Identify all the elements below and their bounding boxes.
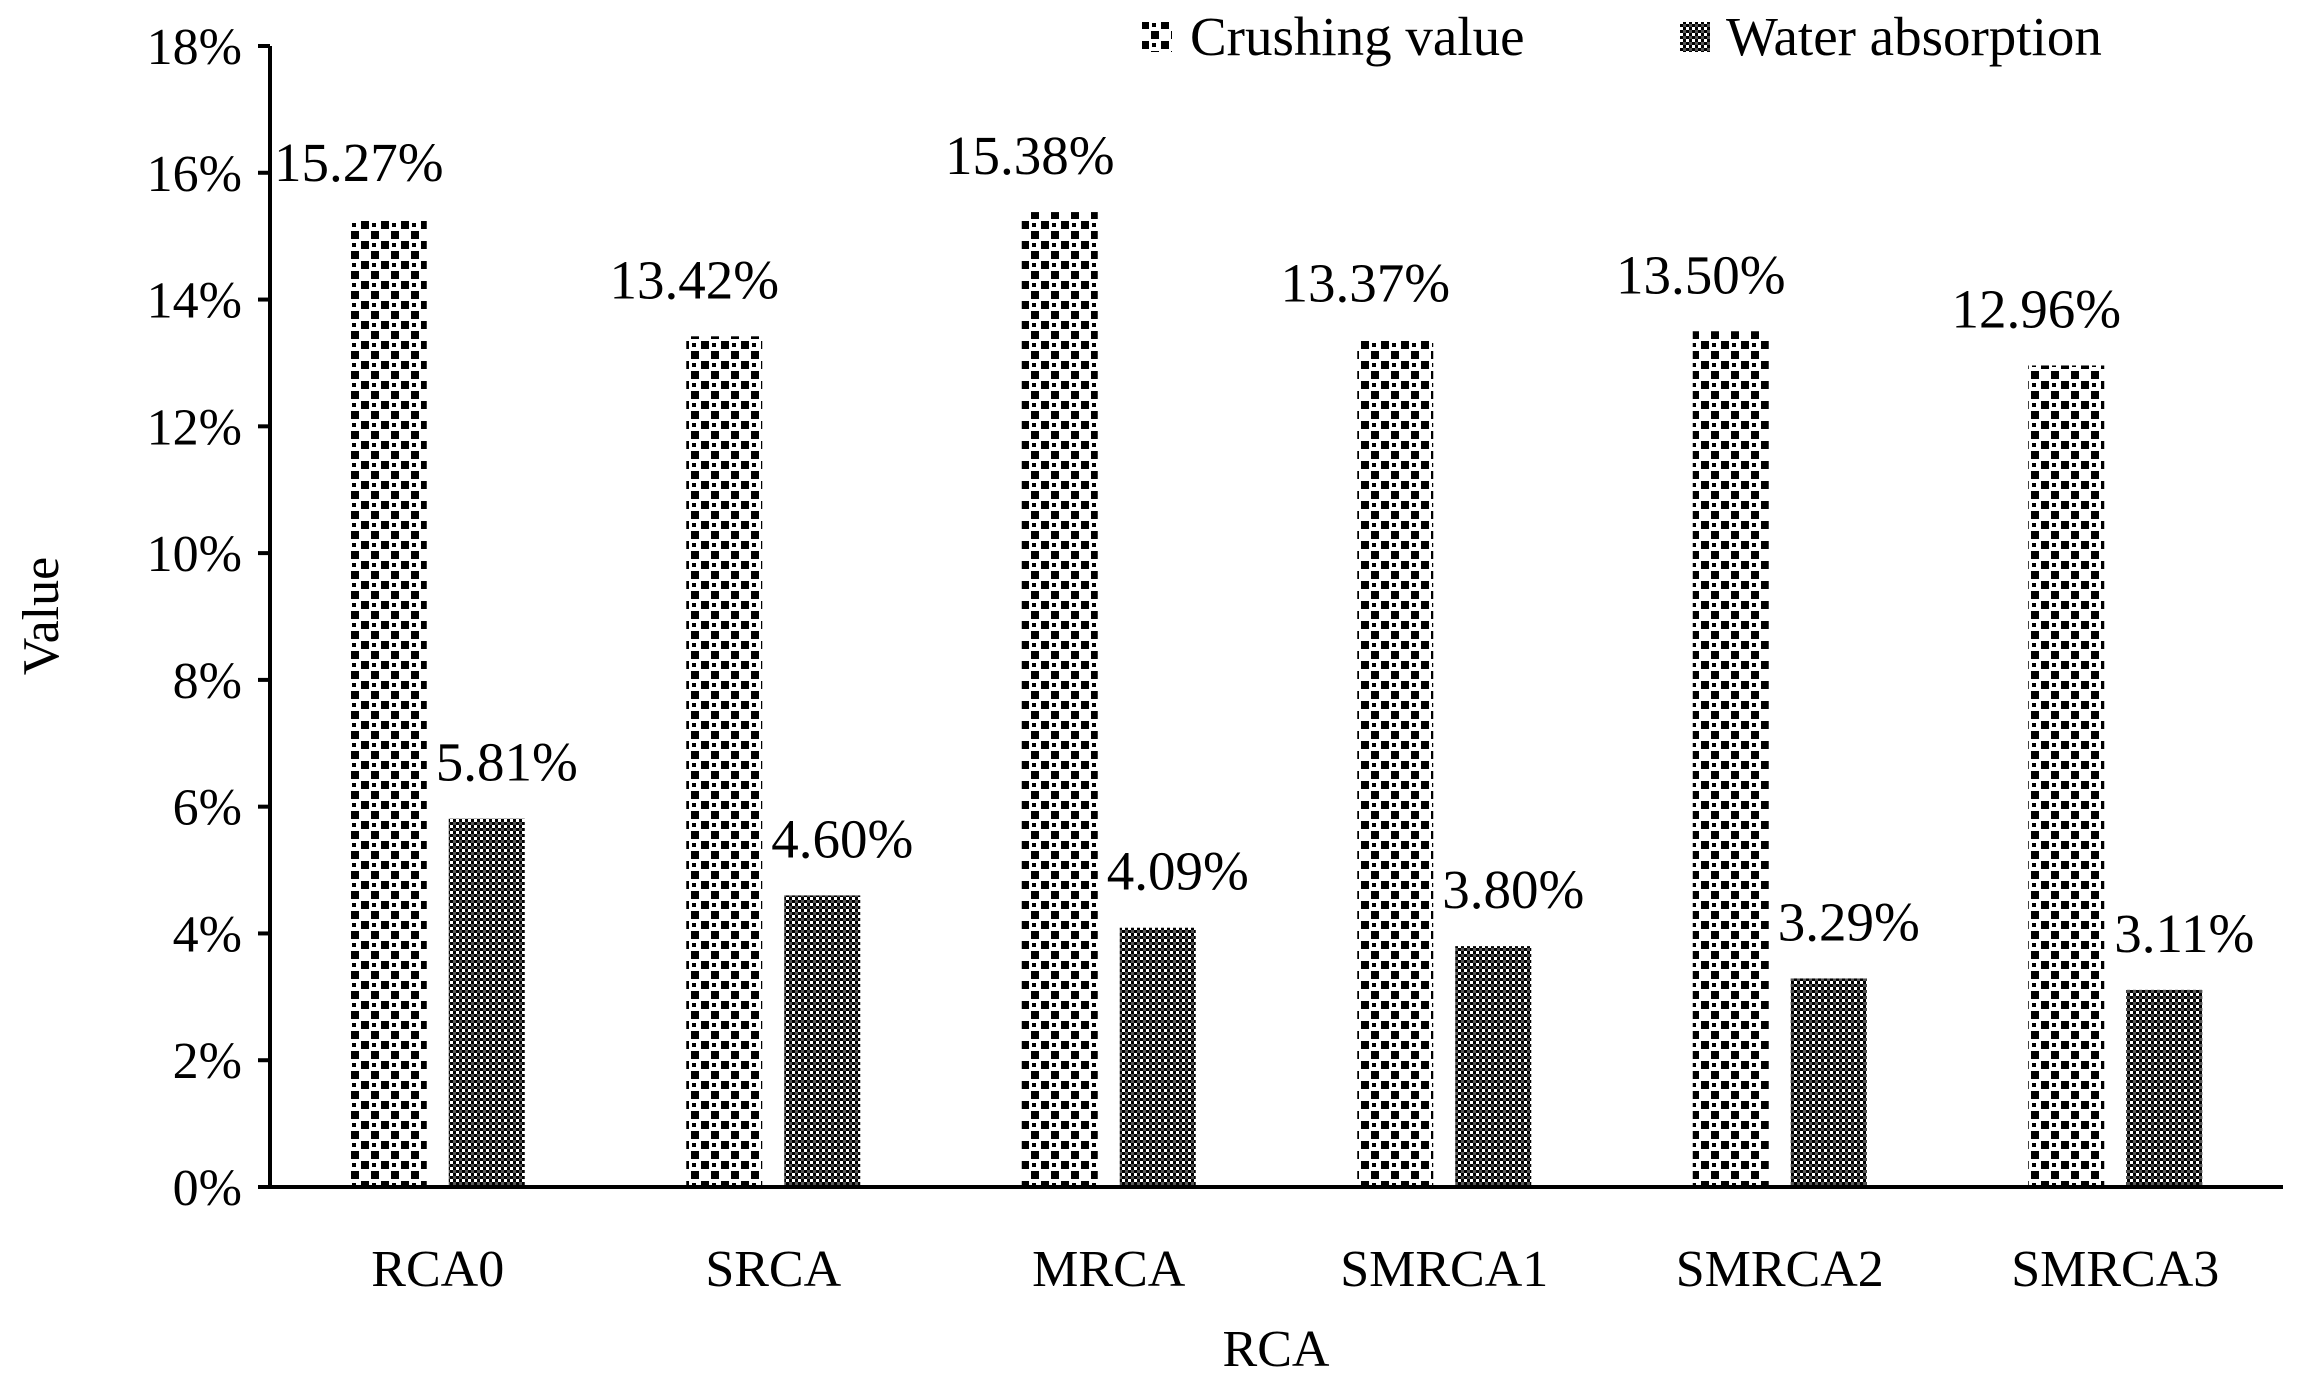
data-label-crushing-value: 12.96% xyxy=(1951,278,2121,339)
data-label-water-absorption: 4.09% xyxy=(1107,841,1249,902)
bar-water-absorption xyxy=(1119,927,1196,1187)
bar-crushing-value xyxy=(686,336,763,1187)
y-tick-label: 16% xyxy=(147,146,242,203)
data-label-water-absorption: 4.60% xyxy=(771,808,913,869)
y-tick-label: 0% xyxy=(173,1160,242,1217)
x-category-label: SRCA xyxy=(705,1241,841,1298)
data-label-water-absorption: 3.80% xyxy=(1442,859,1584,920)
x-category-label: SMRCA1 xyxy=(1340,1241,1548,1298)
bar-crushing-value xyxy=(2028,365,2105,1188)
data-label-crushing-value: 15.38% xyxy=(945,125,1115,186)
x-category-label: RCA0 xyxy=(371,1241,504,1298)
legend-swatch-crushing-value xyxy=(1142,22,1172,52)
y-tick-label: 12% xyxy=(147,399,242,456)
y-tick-label: 10% xyxy=(147,526,242,583)
data-label-crushing-value: 13.37% xyxy=(1280,252,1450,313)
bar-crushing-value xyxy=(350,219,427,1188)
y-tick-label: 4% xyxy=(173,906,242,963)
legend-label-water-absorption: Water absorption xyxy=(1726,6,2102,67)
data-label-water-absorption: 3.29% xyxy=(1778,891,1920,952)
x-category-label: MRCA xyxy=(1032,1241,1186,1298)
bar-crushing-value xyxy=(1692,331,1769,1187)
data-label-water-absorption: 3.11% xyxy=(2114,903,2254,964)
data-label-crushing-value: 13.50% xyxy=(1616,244,1786,305)
x-axis-title: RCA xyxy=(1223,1321,1330,1378)
y-axis-title: Value xyxy=(13,557,70,675)
bar-water-absorption xyxy=(1790,978,1867,1187)
y-axis-ticks: 0% 2% 4% 6% 8% 10% 12% 14% 16% 18% xyxy=(147,19,270,1217)
data-label-water-absorption: 5.81% xyxy=(436,732,578,793)
y-tick-label: 6% xyxy=(173,780,242,837)
y-tick-label: 2% xyxy=(173,1033,242,1090)
bar-crushing-value xyxy=(1021,212,1098,1188)
y-tick-label: 14% xyxy=(147,273,242,330)
legend: Crushing value Water absorption xyxy=(1142,6,2102,67)
bar-water-absorption xyxy=(784,895,861,1187)
bar-crushing-value xyxy=(1357,339,1434,1187)
data-label-crushing-value: 15.27% xyxy=(274,132,444,193)
data-label-crushing-value: 13.42% xyxy=(609,249,779,310)
x-category-label: SMRCA2 xyxy=(1676,1241,1884,1298)
bar-water-absorption xyxy=(1455,946,1532,1187)
y-tick-label: 18% xyxy=(147,19,242,76)
y-tick-label: 8% xyxy=(173,653,242,710)
x-category-label: SMRCA3 xyxy=(2011,1241,2219,1298)
x-axis-labels: RCA0 SRCA MRCA SMRCA1 SMRCA2 SMRCA3 xyxy=(371,1241,2219,1298)
data-labels: 15.27% 5.81% 13.42% 4.60% 15.38% 4.09% 13.37% 3… xyxy=(274,125,2254,964)
bars xyxy=(350,212,2203,1188)
legend-swatch-water-absorption xyxy=(1680,22,1710,52)
bar-water-absorption xyxy=(448,818,525,1187)
legend-label-crushing-value: Crushing value xyxy=(1190,6,1525,67)
bar-water-absorption xyxy=(2126,989,2203,1187)
